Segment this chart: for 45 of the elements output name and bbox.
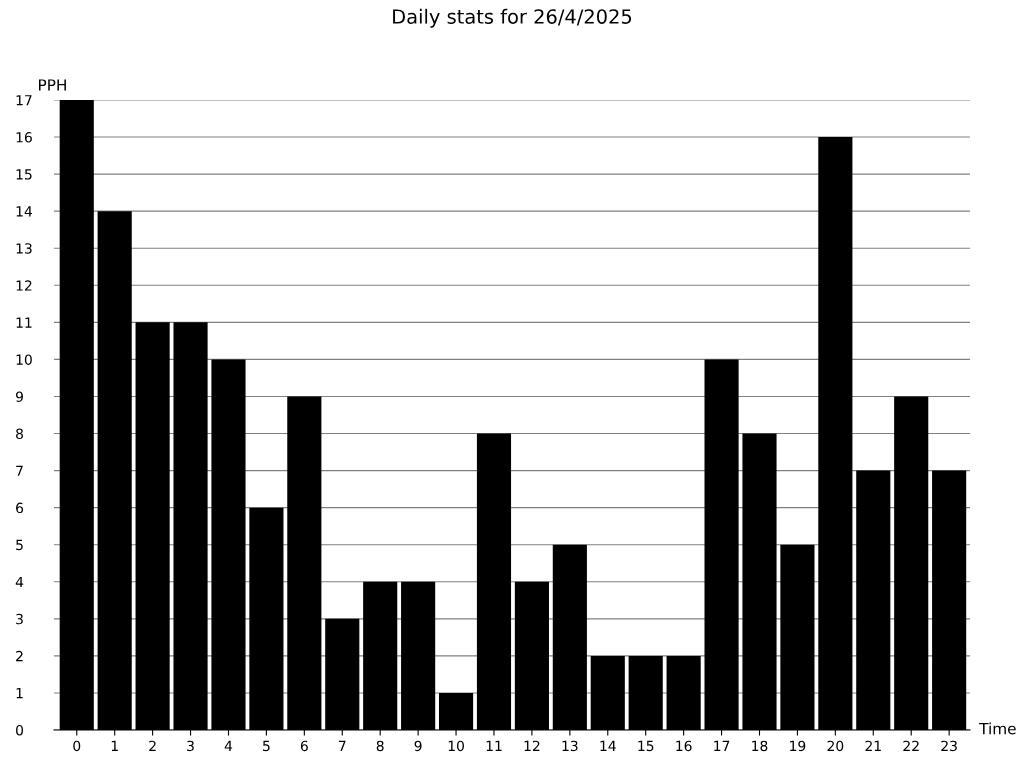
x-tick-label: 12 xyxy=(524,740,540,751)
chart-title: Daily stats for 26/4/2025 xyxy=(393,8,632,28)
x-tick-label: 8 xyxy=(376,740,384,752)
x-tick-label: 9 xyxy=(414,740,422,752)
x-tick-label: 6 xyxy=(300,740,308,752)
x-tick-label: 22 xyxy=(903,740,919,751)
x-tick-label: 0 xyxy=(73,740,81,752)
x-tick-label: 21 xyxy=(865,740,881,751)
y-tick-label: 0 xyxy=(16,724,24,736)
x-tick-label: 11 xyxy=(486,740,502,751)
y-tick-label: 4 xyxy=(15,576,24,588)
x-tick-label: 5 xyxy=(263,740,270,752)
x-tick-label: 20 xyxy=(827,740,844,752)
x-tick-label: 3 xyxy=(187,740,194,752)
x-tick-label: 19 xyxy=(790,740,806,752)
x-tick-label: 13 xyxy=(562,740,578,752)
x-tick-label: 1 xyxy=(111,740,118,751)
x-tick-label: 17 xyxy=(714,740,730,751)
y-tick-label: 10 xyxy=(16,354,32,365)
y-tick-label: 12 xyxy=(16,280,32,291)
x-tick-label: 10 xyxy=(448,740,464,752)
x-tick-label: 18 xyxy=(752,740,768,752)
y-tick-label: 14 xyxy=(16,206,33,217)
y-tick-label: 5 xyxy=(16,539,23,551)
x-tick-label: 2 xyxy=(149,740,156,751)
y-tick-label: 9 xyxy=(15,391,23,402)
x-tick-label: 4 xyxy=(224,740,233,751)
y-tick-label: 15 xyxy=(16,169,32,180)
y-tick-label: 13 xyxy=(16,243,32,254)
x-tick-label: 16 xyxy=(676,740,692,752)
x-tick-label: 23 xyxy=(941,740,957,752)
x-tick-label: 14 xyxy=(600,740,616,751)
y-tick-label: 17 xyxy=(16,95,32,106)
x-tick-label: 7 xyxy=(338,740,346,751)
y-tick-label: 3 xyxy=(16,613,23,625)
y-tick-label: 11 xyxy=(16,317,32,328)
y-tick-label: 2 xyxy=(16,650,23,662)
x-tick-label: 15 xyxy=(638,740,654,752)
y-tick-label: 8 xyxy=(16,428,23,439)
y-axis-title: PPH xyxy=(39,79,66,91)
y-tick-label: 6 xyxy=(16,502,24,514)
x-axis-title: Time xyxy=(979,722,1016,735)
y-tick-label: 1 xyxy=(16,688,23,699)
y-tick-label: 16 xyxy=(16,132,32,143)
y-tick-label: 7 xyxy=(16,465,23,476)
